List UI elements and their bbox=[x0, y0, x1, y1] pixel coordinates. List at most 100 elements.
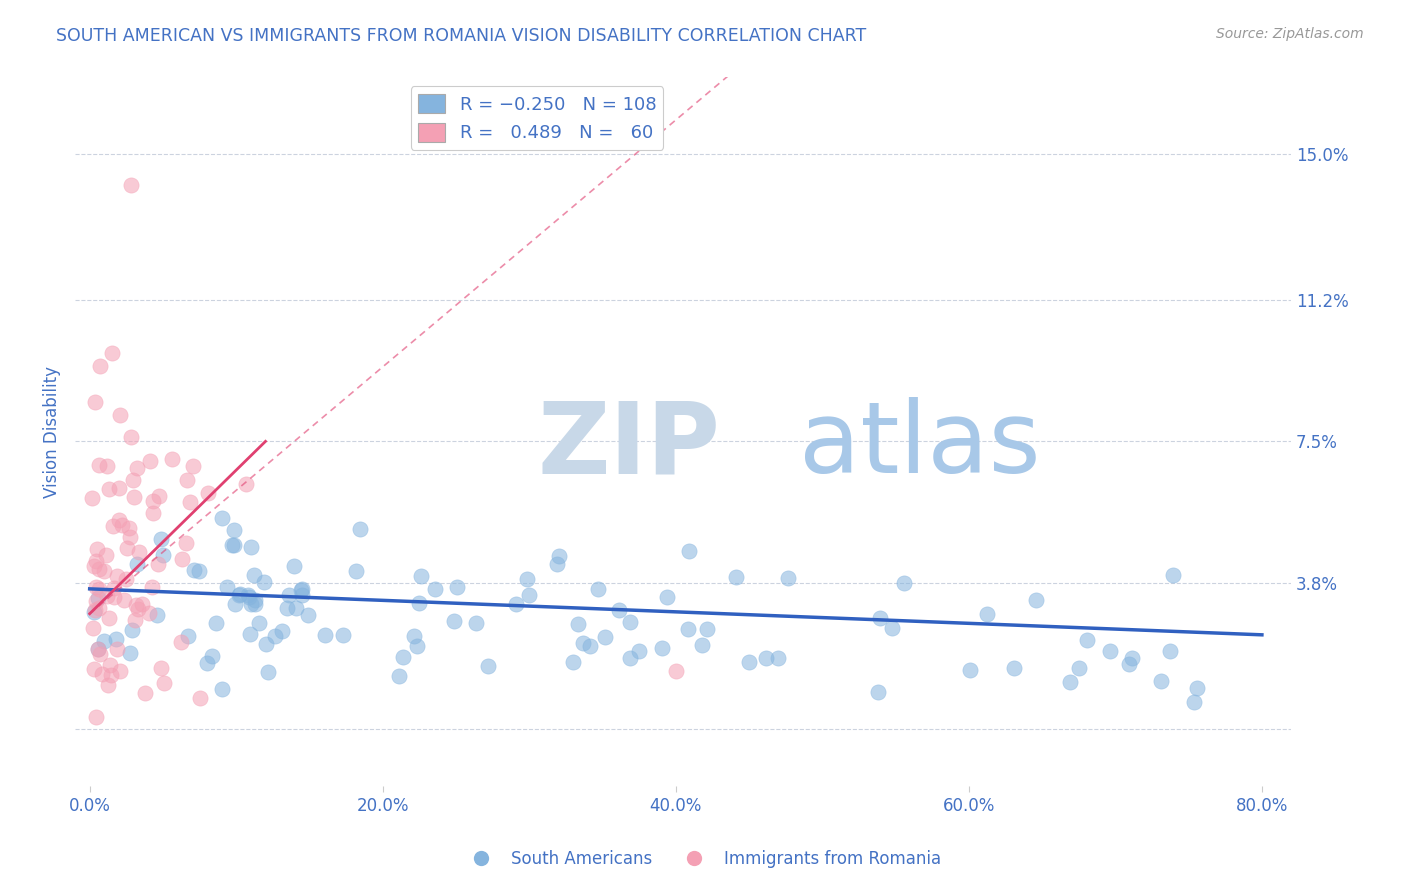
Point bbox=[134, 685, 156, 699]
Point bbox=[257, 665, 280, 679]
Point bbox=[89, 359, 111, 374]
Point bbox=[122, 490, 145, 504]
Point bbox=[1161, 568, 1184, 582]
Point bbox=[1099, 644, 1122, 658]
Point bbox=[118, 646, 141, 660]
Point bbox=[188, 564, 211, 578]
Point bbox=[406, 639, 429, 653]
Point bbox=[150, 661, 173, 675]
Point bbox=[548, 549, 571, 564]
Point bbox=[138, 606, 160, 620]
Point bbox=[277, 588, 299, 602]
Point bbox=[755, 651, 778, 665]
Point bbox=[776, 571, 799, 585]
Point bbox=[100, 668, 122, 682]
Point bbox=[546, 557, 568, 571]
Point bbox=[125, 558, 148, 572]
Point bbox=[101, 519, 124, 533]
Point bbox=[87, 582, 110, 596]
Point bbox=[1182, 695, 1205, 709]
Point bbox=[141, 580, 163, 594]
Point bbox=[651, 640, 673, 655]
Point bbox=[229, 587, 252, 601]
Point bbox=[120, 178, 142, 192]
Point bbox=[176, 474, 198, 488]
Text: ZIP: ZIP bbox=[537, 398, 720, 494]
Point bbox=[254, 637, 277, 651]
Point bbox=[678, 544, 700, 558]
Point bbox=[408, 597, 430, 611]
Point bbox=[235, 477, 257, 491]
Point bbox=[264, 629, 287, 643]
Point bbox=[243, 592, 266, 607]
Point bbox=[96, 589, 118, 603]
Point bbox=[284, 601, 307, 615]
Point bbox=[103, 591, 125, 605]
Point bbox=[87, 641, 110, 656]
Point bbox=[332, 628, 354, 642]
Point bbox=[517, 588, 540, 602]
Point bbox=[87, 458, 110, 473]
Point bbox=[188, 691, 211, 706]
Point bbox=[197, 486, 219, 500]
Text: Source: ZipAtlas.com: Source: ZipAtlas.com bbox=[1216, 27, 1364, 41]
Point bbox=[239, 540, 262, 554]
Point bbox=[105, 568, 128, 582]
Point bbox=[87, 591, 110, 605]
Point bbox=[150, 532, 173, 546]
Point bbox=[239, 598, 262, 612]
Point bbox=[105, 641, 128, 656]
Point bbox=[567, 617, 589, 632]
Point bbox=[392, 649, 415, 664]
Point bbox=[89, 562, 111, 576]
Point bbox=[82, 621, 104, 635]
Point bbox=[100, 346, 122, 360]
Point bbox=[221, 538, 243, 552]
Point bbox=[893, 575, 915, 590]
Point bbox=[425, 582, 447, 597]
Point bbox=[738, 655, 761, 669]
Point bbox=[217, 580, 239, 594]
Point bbox=[177, 629, 200, 643]
Point bbox=[89, 647, 111, 661]
Point bbox=[139, 453, 162, 467]
Point bbox=[505, 597, 527, 611]
Point bbox=[87, 642, 110, 657]
Point bbox=[402, 629, 425, 643]
Point bbox=[349, 523, 371, 537]
Point bbox=[579, 640, 602, 654]
Point bbox=[976, 607, 998, 621]
Point bbox=[766, 651, 789, 665]
Text: atlas: atlas bbox=[799, 398, 1040, 494]
Point bbox=[201, 648, 224, 663]
Point bbox=[152, 676, 174, 690]
Point bbox=[84, 603, 107, 617]
Point bbox=[291, 588, 314, 602]
Point bbox=[146, 608, 169, 623]
Point bbox=[228, 588, 250, 602]
Point bbox=[127, 601, 149, 615]
Point bbox=[411, 569, 433, 583]
Point bbox=[84, 580, 107, 594]
Point bbox=[170, 552, 193, 566]
Point bbox=[607, 603, 630, 617]
Point bbox=[696, 623, 718, 637]
Point bbox=[195, 656, 218, 670]
Point bbox=[1069, 660, 1091, 674]
Point bbox=[297, 607, 319, 622]
Point bbox=[291, 582, 314, 597]
Point bbox=[1025, 593, 1047, 607]
Point bbox=[91, 667, 114, 681]
Point bbox=[224, 598, 246, 612]
Point bbox=[183, 563, 205, 577]
Point bbox=[98, 611, 121, 625]
Point bbox=[108, 665, 131, 679]
Point bbox=[1159, 644, 1181, 658]
Point bbox=[690, 638, 713, 652]
Point bbox=[593, 631, 616, 645]
Point bbox=[869, 610, 891, 624]
Point bbox=[112, 593, 135, 607]
Point bbox=[211, 682, 233, 697]
Point bbox=[655, 591, 678, 605]
Point bbox=[104, 632, 127, 646]
